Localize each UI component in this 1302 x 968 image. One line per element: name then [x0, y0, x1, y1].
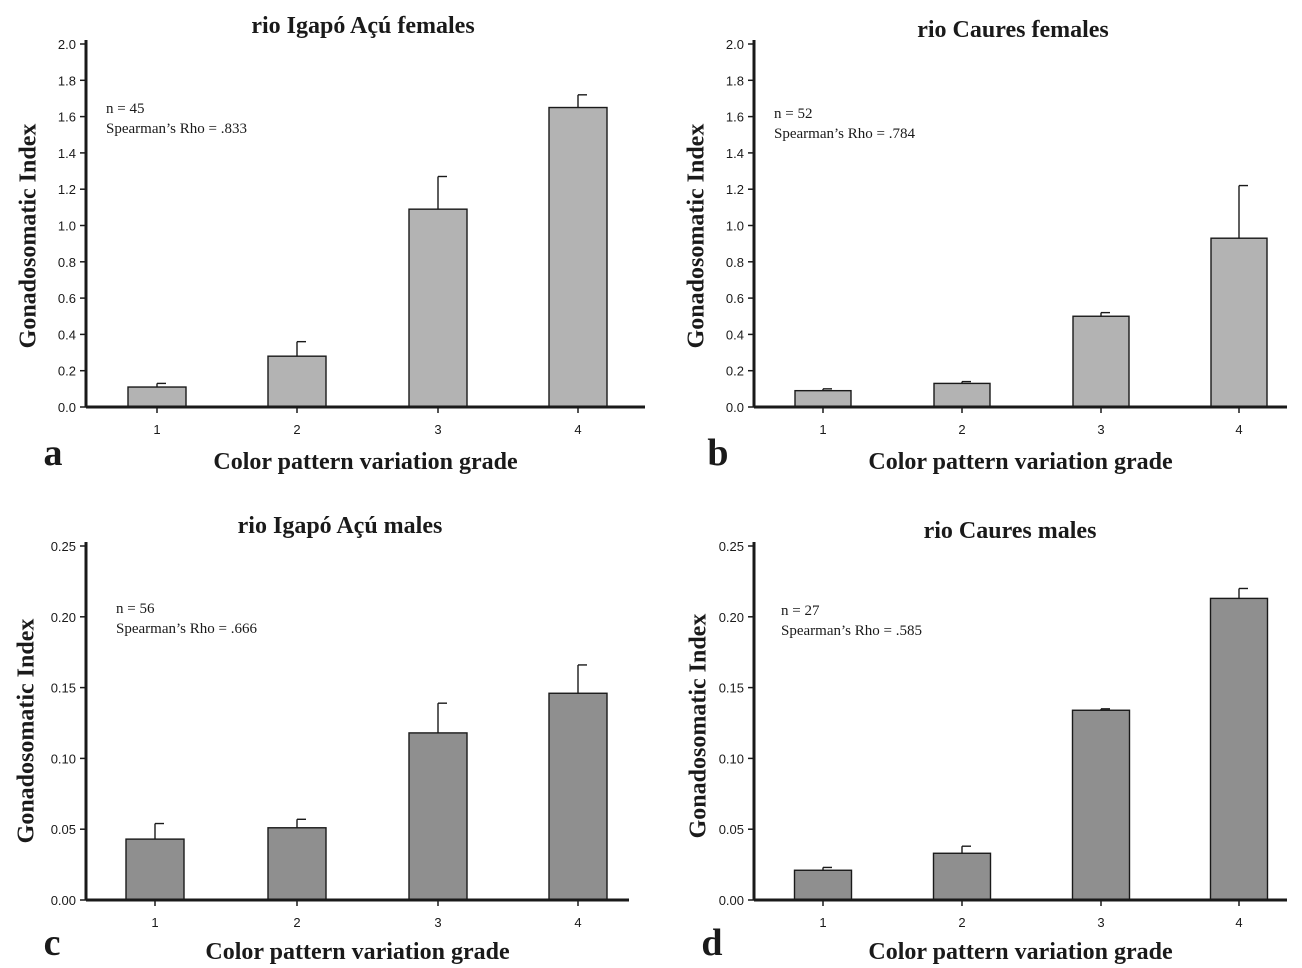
x-tick-label-a: 2 [293, 422, 300, 437]
y-tick-label-c: 0.05 [51, 822, 76, 837]
annotation-b: Spearman’s Rho = .784 [774, 126, 915, 142]
annotation-d: n = 27 [781, 603, 820, 619]
x-axis-label-a: Color pattern variation grade [213, 449, 518, 475]
panel-letter-c: c [44, 922, 61, 964]
y-axis-label-b: Gonadosomatic Index [684, 124, 710, 349]
bar-d-2 [932, 852, 992, 901]
y-tick-label-b: 0.4 [726, 327, 744, 342]
x-tick-label-d: 1 [819, 915, 826, 930]
x-tick-label-a: 3 [434, 422, 441, 437]
y-tick-label-a: 1.6 [58, 110, 76, 125]
y-tick-label-b: 0.6 [726, 291, 744, 306]
x-axis-label-d: Color pattern variation grade [868, 939, 1173, 965]
x-tick-label-a: 1 [153, 422, 160, 437]
x-tick-label-c: 3 [434, 915, 441, 930]
y-tick-label-b: 2.0 [726, 37, 744, 52]
y-tick-label-b: 1.8 [726, 73, 744, 88]
y-tick-label-b: 0.0 [726, 400, 744, 415]
x-tick-label-d: 4 [1235, 915, 1242, 930]
y-tick-label-c: 0.25 [51, 539, 76, 554]
y-tick-label-b: 1.6 [726, 110, 744, 125]
y-axis-label-d: Gonadosomatic Index [686, 614, 712, 839]
y-tick-label-d: 0.00 [719, 893, 744, 908]
bar-c-1 [125, 838, 185, 901]
y-tick-label-a: 2.0 [58, 37, 76, 52]
annotation-b: n = 52 [774, 106, 812, 122]
annotation-a: n = 45 [106, 101, 144, 117]
panel-letter-d: d [701, 922, 722, 964]
chart-title-a: rio Igapó Açú females [251, 13, 474, 39]
bar-b-4 [1210, 237, 1268, 408]
y-axis-label-a: Gonadosomatic Index [16, 124, 42, 349]
bar-a-3 [408, 208, 468, 408]
x-tick-label-c: 4 [574, 915, 581, 930]
bar-a-4 [548, 106, 608, 408]
annotation-a: Spearman’s Rho = .833 [106, 121, 247, 137]
x-tick-label-c: 2 [293, 915, 300, 930]
y-tick-label-d: 0.10 [719, 751, 744, 766]
annotation-d: Spearman’s Rho = .585 [781, 623, 922, 639]
panel-letter-b: b [707, 432, 728, 474]
y-tick-label-c: 0.15 [51, 681, 76, 696]
y-tick-label-c: 0.20 [51, 610, 76, 625]
bar-d-1 [793, 869, 853, 901]
y-tick-label-a: 1.8 [58, 73, 76, 88]
y-tick-label-b: 1.0 [726, 219, 744, 234]
y-tick-label-b: 0.2 [726, 364, 744, 379]
y-tick-label-a: 0.8 [58, 255, 76, 270]
bar-d-3 [1071, 709, 1131, 901]
y-tick-label-a: 0.4 [58, 327, 76, 342]
y-tick-label-b: 1.2 [726, 182, 744, 197]
y-tick-label-a: 0.6 [58, 291, 76, 306]
y-tick-label-a: 1.4 [58, 146, 76, 161]
bar-a-2 [267, 355, 327, 408]
bar-c-3 [408, 732, 468, 901]
annotation-c: n = 56 [116, 601, 155, 617]
x-tick-label-c: 1 [151, 915, 158, 930]
x-tick-label-b: 3 [1097, 422, 1104, 437]
x-tick-label-d: 2 [958, 915, 965, 930]
y-tick-label-a: 0.2 [58, 364, 76, 379]
y-tick-label-a: 1.2 [58, 182, 76, 197]
y-tick-label-d: 0.05 [719, 822, 744, 837]
chart-title-d: rio Caures males [924, 518, 1097, 544]
y-tick-label-d: 0.20 [719, 610, 744, 625]
bar-a-1 [127, 386, 187, 408]
bar-b-2 [933, 382, 991, 408]
x-tick-label-b: 4 [1235, 422, 1242, 437]
bar-d-4 [1209, 597, 1269, 901]
bar-c-4 [548, 692, 608, 901]
x-axis-label-b: Color pattern variation grade [868, 449, 1173, 475]
y-tick-label-c: 0.00 [51, 893, 76, 908]
chart-title-c: rio Igapó Açú males [238, 513, 443, 539]
y-tick-label-d: 0.25 [719, 539, 744, 554]
x-axis-label-c: Color pattern variation grade [205, 939, 510, 965]
panel-letter-a: a [44, 432, 63, 474]
bar-b-1 [794, 389, 852, 408]
x-tick-label-d: 3 [1097, 915, 1104, 930]
bar-b-3 [1072, 315, 1130, 408]
bar-c-2 [267, 827, 327, 901]
y-axis-label-c: Gonadosomatic Index [14, 619, 40, 844]
y-tick-label-c: 0.10 [51, 751, 76, 766]
y-tick-label-b: 1.4 [726, 146, 744, 161]
x-tick-label-b: 1 [819, 422, 826, 437]
x-tick-label-b: 2 [958, 422, 965, 437]
y-tick-label-a: 1.0 [58, 219, 76, 234]
annotation-c: Spearman’s Rho = .666 [116, 621, 257, 637]
y-tick-label-a: 0.0 [58, 400, 76, 415]
y-tick-label-b: 0.8 [726, 255, 744, 270]
x-tick-label-a: 4 [574, 422, 581, 437]
chart-title-b: rio Caures females [917, 17, 1109, 43]
y-tick-label-d: 0.15 [719, 681, 744, 696]
